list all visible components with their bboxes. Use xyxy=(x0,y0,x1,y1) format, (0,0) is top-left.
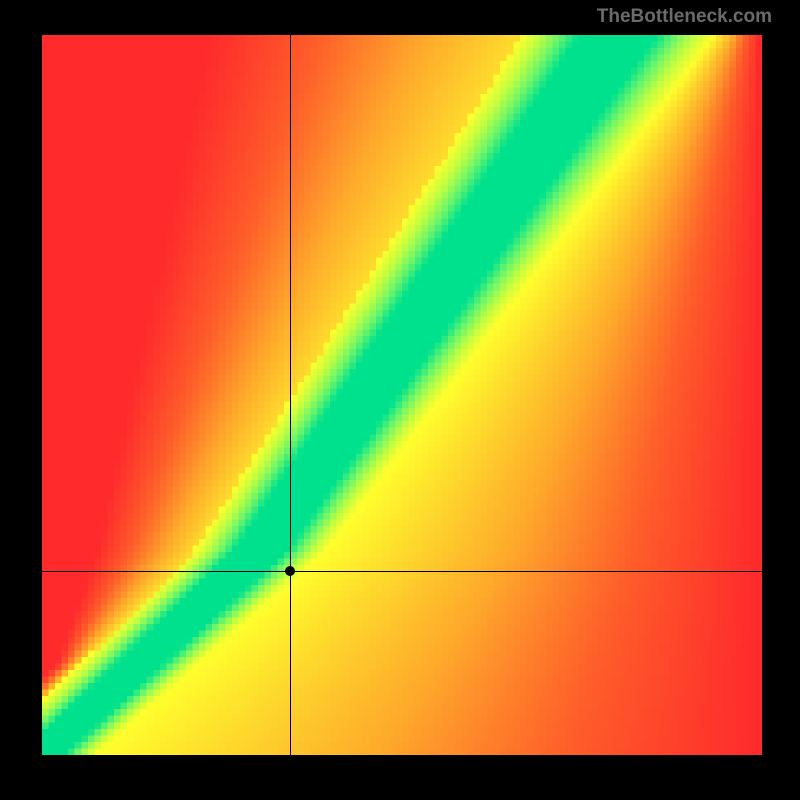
heatmap-canvas xyxy=(42,35,762,755)
crosshair-horizontal-line xyxy=(42,571,762,572)
crosshair-marker-dot xyxy=(285,566,295,576)
watermark-text: TheBottleneck.com xyxy=(597,6,772,28)
crosshair-vertical-line xyxy=(290,35,291,755)
bottleneck-heatmap-chart xyxy=(42,35,762,755)
